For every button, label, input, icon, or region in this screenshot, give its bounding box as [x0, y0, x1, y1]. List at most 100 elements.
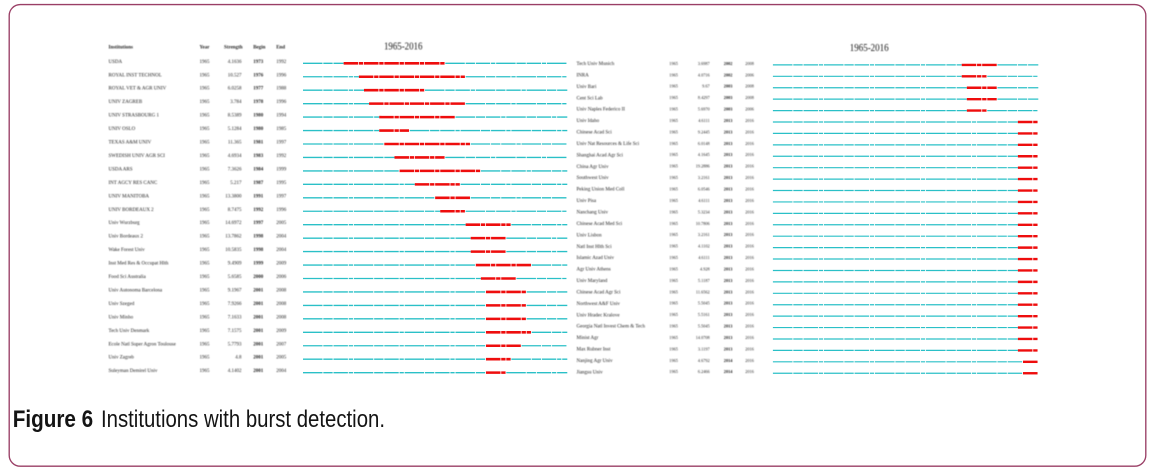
svg-text:1996: 1996	[276, 208, 287, 213]
svg-text:1965: 1965	[669, 278, 678, 283]
svg-text:Univ Pisa: Univ Pisa	[577, 199, 597, 204]
svg-text:1965: 1965	[200, 275, 211, 280]
svg-text:1965: 1965	[200, 369, 211, 374]
svg-text:Chinese Acad Agr Sci: Chinese Acad Agr Sci	[577, 290, 622, 295]
svg-text:2007: 2007	[276, 342, 287, 347]
svg-text:2013: 2013	[724, 244, 733, 249]
svg-text:1965: 1965	[200, 315, 211, 320]
svg-text:2016: 2016	[745, 118, 754, 123]
svg-text:6.0546: 6.0546	[698, 187, 711, 192]
svg-text:2016: 2016	[745, 278, 754, 283]
svg-text:4.928: 4.928	[700, 266, 710, 271]
svg-text:UNIV STRASBOURG 1: UNIV STRASBOURG 1	[109, 114, 160, 119]
svg-text:1995: 1995	[276, 181, 287, 186]
svg-text:2013: 2013	[724, 209, 733, 214]
svg-text:1965: 1965	[200, 73, 211, 78]
svg-text:Natl Inst Hlth Sci: Natl Inst Hlth Sci	[577, 245, 613, 250]
svg-text:1965: 1965	[669, 266, 678, 271]
svg-text:1965: 1965	[669, 232, 678, 237]
svg-text:UNIV MANITOBA: UNIV MANITOBA	[109, 194, 150, 199]
svg-text:Jiangsu Univ: Jiangsu Univ	[577, 370, 604, 375]
svg-text:1987: 1987	[253, 181, 264, 186]
svg-text:2005: 2005	[276, 356, 287, 361]
svg-text:4.0716: 4.0716	[698, 72, 711, 77]
svg-text:INT AGCY RES CANC: INT AGCY RES CANC	[109, 181, 158, 186]
svg-text:2000: 2000	[253, 275, 264, 280]
svg-text:2014: 2014	[724, 358, 733, 363]
svg-text:1965: 1965	[669, 84, 678, 89]
svg-text:4.1402: 4.1402	[228, 369, 242, 374]
svg-text:INRA: INRA	[577, 73, 590, 78]
svg-text:1994: 1994	[276, 114, 287, 119]
svg-text:1965: 1965	[669, 72, 678, 77]
svg-text:1997: 1997	[253, 221, 264, 226]
svg-text:2016: 2016	[745, 129, 754, 134]
svg-text:1965: 1965	[200, 127, 211, 132]
svg-text:1965: 1965	[200, 288, 211, 293]
svg-text:3.784: 3.784	[230, 100, 242, 105]
svg-text:Northwest A&F Univ: Northwest A&F Univ	[577, 302, 621, 307]
svg-text:5.1284: 5.1284	[228, 127, 242, 132]
svg-text:1965: 1965	[669, 61, 678, 66]
svg-text:ROYAL INST TECHNOL: ROYAL INST TECHNOL	[109, 73, 162, 78]
svg-text:1965: 1965	[669, 221, 678, 226]
svg-text:UNIV OSLO: UNIV OSLO	[109, 127, 136, 132]
svg-text:9.67: 9.67	[702, 84, 710, 89]
svg-text:China Agr Univ: China Agr Univ	[577, 165, 609, 170]
svg-text:2016: 2016	[745, 289, 754, 294]
svg-text:9.2445: 9.2445	[698, 129, 710, 134]
svg-text:2004: 2004	[276, 369, 287, 374]
svg-text:2001: 2001	[253, 288, 264, 293]
svg-text:1997: 1997	[276, 194, 287, 199]
svg-text:11.365: 11.365	[228, 141, 242, 146]
svg-text:2014: 2014	[724, 369, 733, 374]
svg-text:Ecole Natl Super Agron Toulous: Ecole Natl Super Agron Toulouse	[109, 342, 177, 347]
svg-text:1965-2016: 1965-2016	[850, 43, 889, 54]
svg-text:1965: 1965	[200, 262, 211, 267]
svg-text:2013: 2013	[724, 129, 733, 134]
svg-text:Univ Minho: Univ Minho	[109, 315, 134, 320]
svg-text:2016: 2016	[745, 152, 754, 157]
svg-text:2016: 2016	[745, 244, 754, 249]
svg-text:1965: 1965	[669, 358, 678, 363]
svg-text:1965-2016: 1965-2016	[384, 40, 423, 52]
svg-text:1976: 1976	[253, 73, 264, 78]
svg-text:Univ Bordeaux 2: Univ Bordeaux 2	[109, 235, 144, 240]
svg-text:1965: 1965	[669, 95, 678, 100]
svg-text:2013: 2013	[724, 164, 733, 169]
svg-text:1965: 1965	[669, 175, 678, 180]
svg-text:2016: 2016	[745, 141, 754, 146]
svg-text:1965: 1965	[200, 302, 211, 307]
svg-text:Tech Univ Denmark: Tech Univ Denmark	[109, 329, 150, 334]
svg-text:1999: 1999	[253, 262, 264, 267]
svg-text:2016: 2016	[745, 358, 754, 363]
svg-text:2016: 2016	[745, 221, 754, 226]
svg-text:4.6111: 4.6111	[698, 118, 710, 123]
svg-text:UNIV ZAGREB: UNIV ZAGREB	[109, 100, 143, 105]
svg-text:7.1633: 7.1633	[228, 315, 242, 320]
svg-text:1965: 1965	[200, 114, 211, 119]
svg-text:1980: 1980	[253, 114, 264, 119]
svg-text:2016: 2016	[745, 346, 754, 351]
svg-text:8.4297: 8.4297	[698, 95, 711, 100]
svg-text:1965: 1965	[669, 198, 678, 203]
svg-text:5.3234: 5.3234	[698, 209, 711, 214]
svg-text:2016: 2016	[745, 266, 754, 271]
svg-text:1999: 1999	[276, 167, 287, 172]
svg-text:8.5389: 8.5389	[228, 114, 242, 119]
svg-text:2013: 2013	[724, 255, 733, 260]
svg-text:1965: 1965	[200, 248, 211, 253]
svg-text:5.6585: 5.6585	[228, 275, 242, 280]
svg-text:2016: 2016	[745, 301, 754, 306]
svg-text:5.6970: 5.6970	[698, 107, 710, 112]
svg-text:Chinese Acad Sci: Chinese Acad Sci	[577, 131, 613, 136]
svg-text:7.3626: 7.3626	[228, 167, 242, 172]
svg-text:2013: 2013	[724, 289, 733, 294]
svg-text:1965: 1965	[200, 154, 211, 159]
svg-text:5.217: 5.217	[230, 181, 242, 186]
svg-text:1997: 1997	[276, 141, 287, 146]
svg-text:19.2886: 19.2886	[696, 164, 711, 169]
svg-text:2013: 2013	[724, 141, 733, 146]
svg-text:Chinese Acad Med Sci: Chinese Acad Med Sci	[577, 222, 623, 227]
svg-text:10.5835: 10.5835	[225, 248, 242, 253]
